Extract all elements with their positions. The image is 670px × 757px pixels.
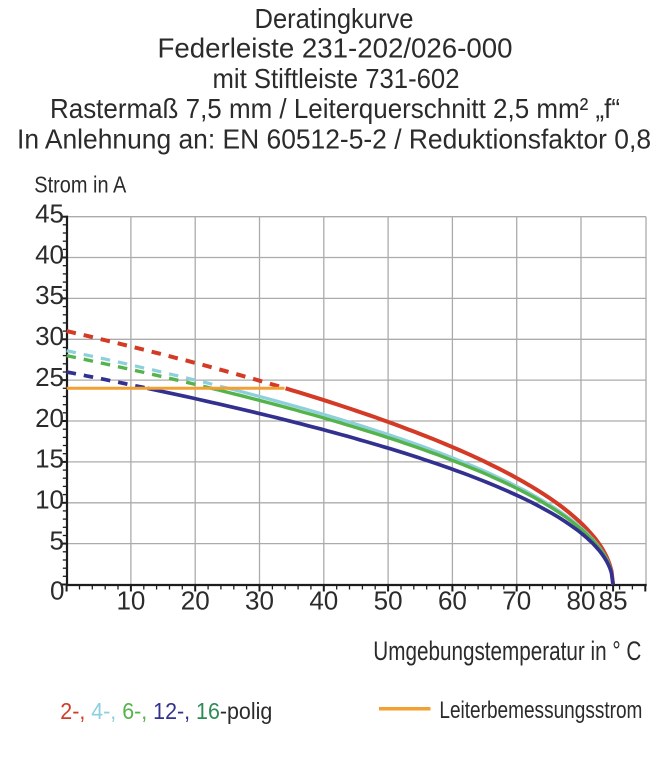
svg-text:10: 10 bbox=[116, 586, 145, 616]
svg-text:50: 50 bbox=[374, 586, 403, 616]
svg-text:85: 85 bbox=[599, 586, 628, 616]
svg-text:Deratingkurve: Deratingkurve bbox=[255, 3, 414, 34]
svg-text:35: 35 bbox=[35, 280, 64, 310]
svg-text:Federleiste 231-202/026-000: Federleiste 231-202/026-000 bbox=[158, 33, 513, 64]
svg-text:40: 40 bbox=[309, 586, 338, 616]
svg-text:mit Stiftleiste 731-602: mit Stiftleiste 731-602 bbox=[213, 63, 460, 94]
svg-text:Leiterbemessungsstrom: Leiterbemessungsstrom bbox=[439, 697, 642, 724]
svg-text:80: 80 bbox=[567, 586, 596, 616]
svg-text:In Anlehnung an: EN 60512-5-2: In Anlehnung an: EN 60512-5-2 / Reduktio… bbox=[17, 124, 651, 155]
svg-text:60: 60 bbox=[438, 586, 467, 616]
svg-text:10: 10 bbox=[35, 485, 64, 515]
svg-text:20: 20 bbox=[35, 403, 64, 433]
svg-text:30: 30 bbox=[245, 586, 274, 616]
svg-text:0: 0 bbox=[50, 576, 64, 606]
svg-text:Rastermaß 7,5 mm / Leiterquers: Rastermaß 7,5 mm / Leiterquerschnitt 2,5… bbox=[50, 93, 620, 124]
svg-text:5: 5 bbox=[50, 525, 64, 555]
svg-text:Umgebungstemperatur in ° C: Umgebungstemperatur in ° C bbox=[373, 636, 641, 666]
svg-text:2-, 4-, 6-, 12-, 16-polig: 2-, 4-, 6-, 12-, 16-polig bbox=[60, 698, 272, 724]
svg-text:45: 45 bbox=[35, 199, 64, 229]
svg-text:25: 25 bbox=[35, 362, 64, 392]
svg-text:15: 15 bbox=[35, 444, 64, 474]
svg-text:70: 70 bbox=[502, 586, 531, 616]
svg-text:30: 30 bbox=[35, 321, 64, 351]
svg-text:Strom in A: Strom in A bbox=[34, 172, 127, 198]
svg-text:20: 20 bbox=[181, 586, 210, 616]
svg-text:40: 40 bbox=[35, 239, 64, 269]
